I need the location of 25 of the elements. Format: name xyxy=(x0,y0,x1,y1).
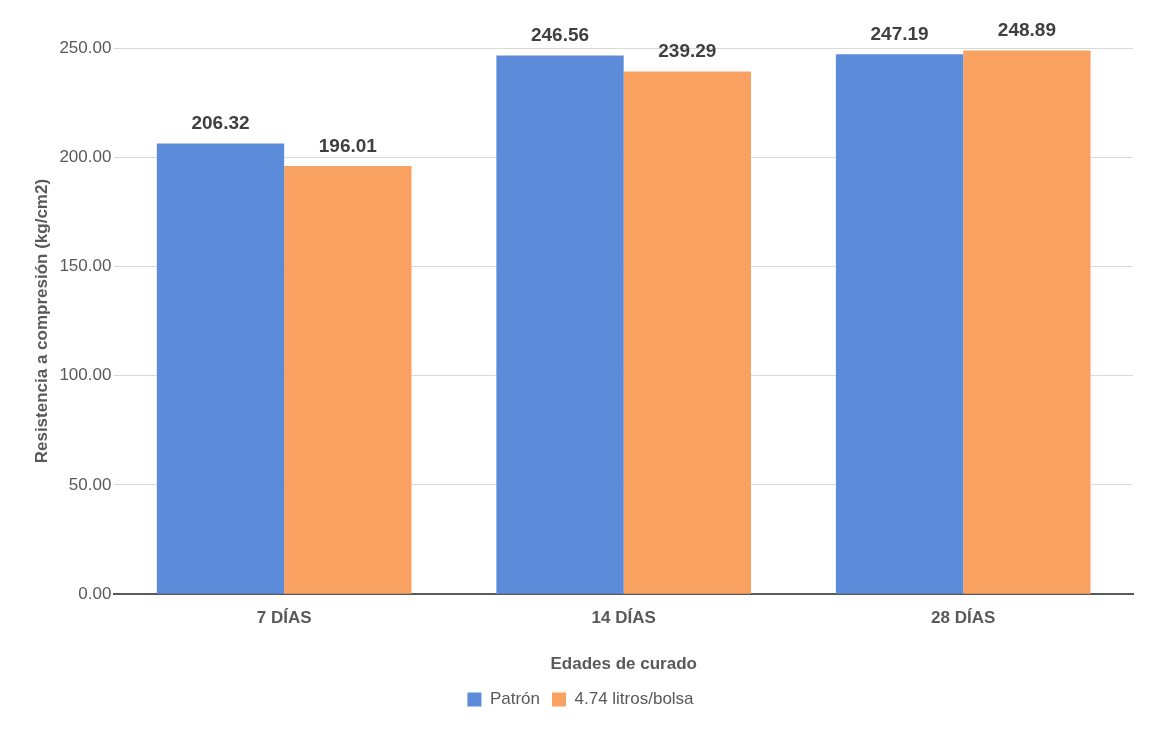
x-axis-title: Edades de curado xyxy=(550,654,697,674)
data-label: 246.56 xyxy=(530,24,590,46)
data-label: 239.29 xyxy=(658,40,717,62)
y-tick-label: 50.00 xyxy=(68,474,112,494)
y-tick-label: 200.00 xyxy=(59,146,112,166)
y-tick-label: 100.00 xyxy=(59,365,112,385)
y-tick-label: 150.00 xyxy=(59,256,112,276)
data-label: 196.01 xyxy=(318,134,378,156)
x-tick-label: 14 DÍAS xyxy=(591,608,656,628)
y-tick-label: 250.00 xyxy=(59,37,112,57)
x-tick-label: 7 DÍAS xyxy=(256,608,312,628)
legend-label: 4.74 litros/bolsa xyxy=(574,689,695,709)
data-label: 247.19 xyxy=(870,22,929,44)
legend-label: Patrón xyxy=(489,689,541,709)
bar xyxy=(623,71,752,594)
bar xyxy=(496,55,624,594)
data-label: 248.89 xyxy=(997,19,1056,41)
data-label: 206.32 xyxy=(191,112,250,134)
bar xyxy=(963,50,1091,594)
bar xyxy=(156,143,285,594)
bar xyxy=(835,54,964,594)
y-tick-label: 0.00 xyxy=(78,583,112,603)
bar xyxy=(284,165,412,594)
x-tick-label: 28 DÍAS xyxy=(931,608,996,628)
y-axis-title: Resistencia a compresión (kg/cm2) xyxy=(31,178,51,464)
